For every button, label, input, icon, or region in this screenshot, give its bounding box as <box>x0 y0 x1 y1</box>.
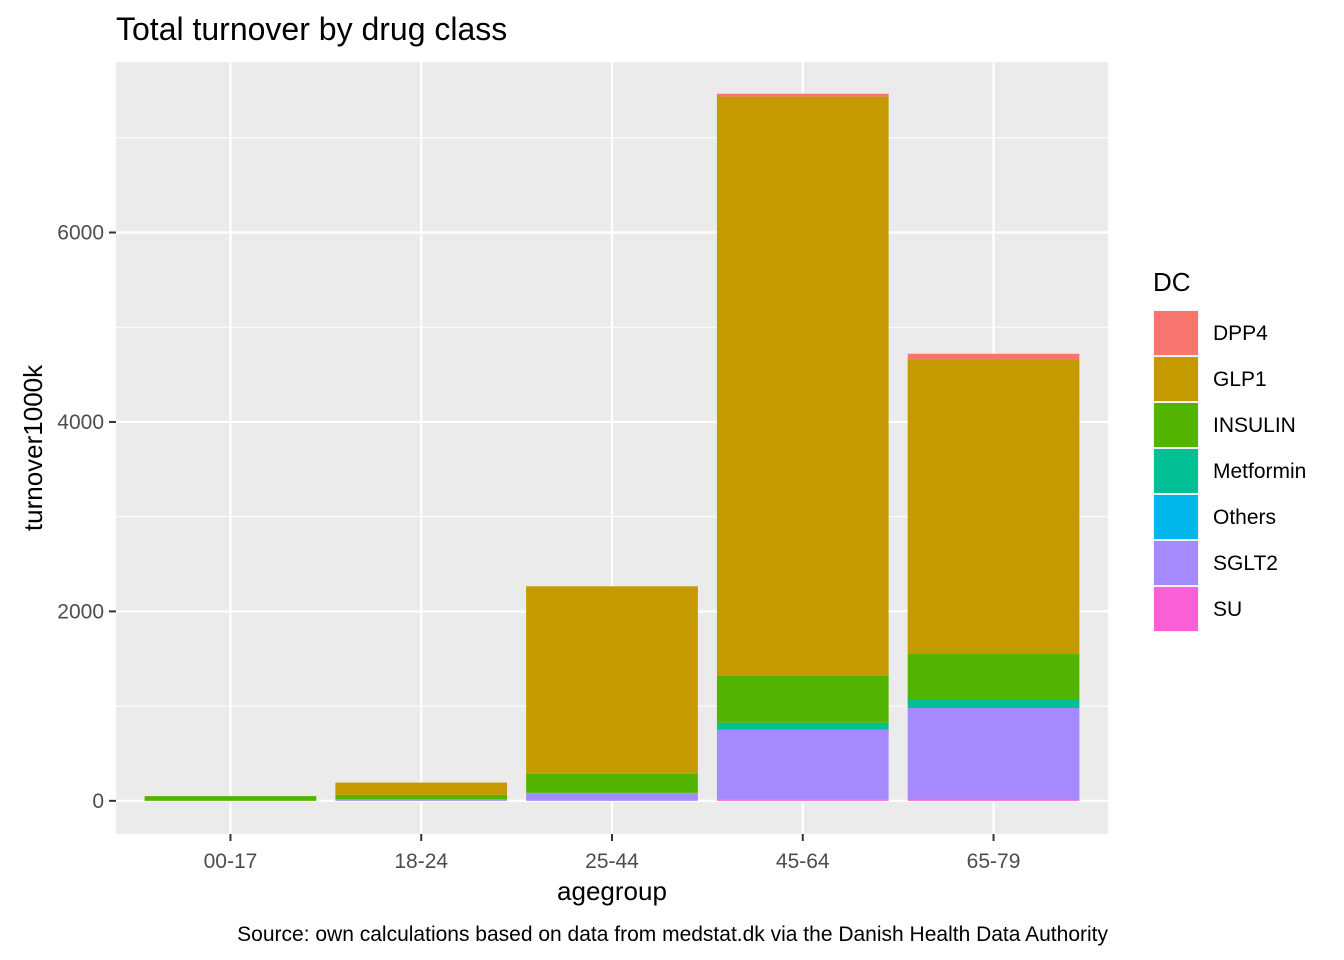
legend-key-insulin <box>1154 403 1198 447</box>
legend-title: DC <box>1153 267 1191 297</box>
legend-label-dpp4: DPP4 <box>1213 322 1268 345</box>
legend-key-dpp4 <box>1154 311 1198 355</box>
legend: DC DPP4 GLP1 INSULIN Metformin Others SGLT2 SU <box>1153 267 1306 632</box>
bar-metformin-65-79 <box>907 699 1080 709</box>
bar-su-65-79 <box>907 798 1080 801</box>
legend-label-su: SU <box>1213 598 1242 621</box>
bar-insulin-25-44 <box>526 773 698 793</box>
bar-insulin-45-64 <box>716 675 889 723</box>
bar-sglt2-45-64 <box>716 729 889 800</box>
legend-label-metformin: Metformin <box>1213 460 1306 483</box>
y-tick-label: 0 <box>92 790 104 813</box>
bar-insulin-65-79 <box>907 654 1080 700</box>
y-tick-label: 2000 <box>57 600 104 623</box>
x-tick-label: 45-64 <box>776 850 830 873</box>
bar-metformin-45-64 <box>716 722 889 730</box>
x-tick-label: 65-79 <box>967 850 1021 873</box>
bar-sglt2-65-79 <box>907 708 1080 799</box>
y-axis-title: turnover1000k <box>18 364 48 531</box>
y-tick-label: 6000 <box>57 222 104 245</box>
bar-dpp4-65-79 <box>907 353 1080 360</box>
bar-sglt2-25-44 <box>526 793 698 801</box>
legend-key-metformin <box>1154 449 1198 493</box>
y-tick-label: 4000 <box>57 411 104 434</box>
bar-insulin-18-24 <box>335 794 508 800</box>
bar-glp1-25-44 <box>526 586 698 774</box>
x-tick-label: 25-44 <box>585 850 639 873</box>
bar-dpp4-45-64 <box>716 93 889 97</box>
legend-label-insulin: INSULIN <box>1213 414 1296 437</box>
bar-sglt2-18-24 <box>335 799 508 801</box>
x-tick-label: 00-17 <box>204 850 258 873</box>
legend-label-glp1: GLP1 <box>1213 368 1267 391</box>
x-axis: 00-17 18-24 25-44 45-64 65-79 <box>204 834 1021 873</box>
y-axis: 0 2000 4000 6000 <box>57 222 116 813</box>
chart-title: Total turnover by drug class <box>116 11 507 47</box>
legend-key-su <box>1154 587 1198 631</box>
legend-label-others: Others <box>1213 506 1276 529</box>
legend-key-glp1 <box>1154 357 1198 401</box>
x-axis-title: agegroup <box>557 876 667 906</box>
x-tick-label: 18-24 <box>394 850 448 873</box>
bar-su-45-64 <box>716 799 889 801</box>
bars <box>144 93 1080 801</box>
legend-label-sglt2: SGLT2 <box>1213 552 1278 575</box>
legend-key-others <box>1154 495 1198 539</box>
bar-insulin-00-17 <box>144 796 317 801</box>
bar-glp1-45-64 <box>716 96 889 676</box>
bar-glp1-18-24 <box>335 782 508 795</box>
bar-glp1-65-79 <box>907 359 1080 655</box>
chart-caption: Source: own calculations based on data f… <box>237 923 1108 946</box>
legend-key-sglt2 <box>1154 541 1198 585</box>
